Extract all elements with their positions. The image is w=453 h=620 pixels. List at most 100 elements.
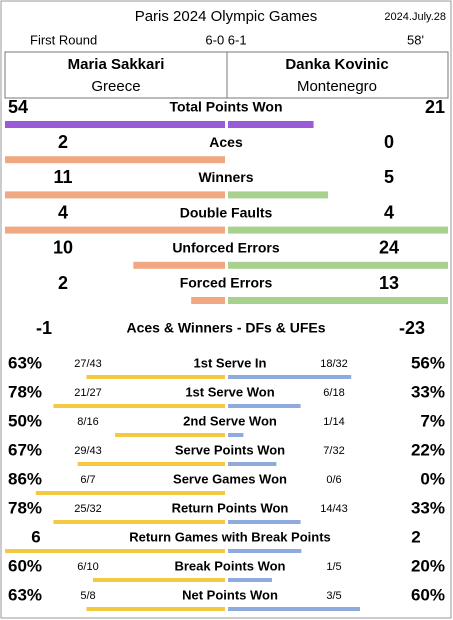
left-value: 11 bbox=[53, 167, 72, 187]
stat-label: Return Points Won bbox=[172, 500, 289, 515]
player-name: Danka Kovinic bbox=[285, 56, 388, 73]
stat-label: Unforced Errors bbox=[172, 240, 280, 256]
right-value: 13 bbox=[379, 273, 399, 293]
stat-bar bbox=[133, 261, 225, 269]
round: First Round bbox=[30, 32, 97, 47]
left-value: 63% bbox=[8, 353, 42, 372]
stat-label: 1st Serve In bbox=[194, 355, 267, 370]
right-value: 21 bbox=[425, 97, 445, 117]
stat-bar bbox=[191, 297, 225, 304]
left-detail: 8/16 bbox=[77, 416, 98, 428]
right-value: 33% bbox=[411, 382, 445, 401]
stat-bar bbox=[228, 404, 301, 408]
date: 2024.July.28 bbox=[384, 11, 446, 23]
right-value: 4 bbox=[384, 202, 394, 222]
right-detail: 0/6 bbox=[326, 474, 341, 486]
stat-label: 2nd Serve Won bbox=[183, 413, 277, 428]
left-detail: 5/8 bbox=[80, 590, 95, 602]
stat-label: Forced Errors bbox=[180, 275, 273, 291]
stat-bar bbox=[5, 549, 225, 553]
stat-label: Winners bbox=[198, 169, 253, 185]
stat-bar bbox=[228, 191, 328, 199]
stat-bar bbox=[228, 607, 360, 611]
right-value: 56% bbox=[411, 353, 445, 372]
stat-bar bbox=[93, 578, 225, 582]
stat-bar bbox=[5, 226, 225, 234]
stat-bar bbox=[86, 607, 226, 611]
left-value: 2 bbox=[58, 273, 68, 293]
left-detail: 25/32 bbox=[74, 503, 102, 515]
right-value: 7% bbox=[420, 411, 445, 430]
left-value: 6 bbox=[31, 527, 40, 546]
player-country: Greece bbox=[91, 78, 140, 95]
stat-bar bbox=[77, 462, 225, 466]
right-detail: 7/32 bbox=[323, 445, 344, 457]
left-value: 63% bbox=[8, 585, 42, 604]
stat-bar bbox=[228, 520, 301, 524]
right-value: 0% bbox=[420, 469, 445, 488]
left-value: 50% bbox=[8, 411, 42, 430]
summary-right: -23 bbox=[399, 318, 425, 338]
stat-bar bbox=[53, 404, 226, 408]
stat-bar bbox=[35, 491, 225, 495]
stat-label: Return Games with Break Points bbox=[129, 529, 331, 544]
stat-bar bbox=[5, 121, 225, 128]
left-value: 4 bbox=[58, 202, 68, 222]
right-value: 0 bbox=[384, 132, 394, 152]
right-value: 60% bbox=[411, 585, 445, 604]
left-value: 86% bbox=[8, 469, 42, 488]
stat-bar bbox=[228, 462, 277, 466]
stat-bar bbox=[5, 156, 225, 164]
stat-label: Serve Games Won bbox=[173, 471, 287, 486]
stat-bar bbox=[228, 578, 272, 582]
stat-bar bbox=[115, 433, 225, 437]
right-detail: 18/32 bbox=[320, 358, 348, 370]
player-country: Montenegro bbox=[297, 78, 377, 95]
stat-bar bbox=[228, 549, 302, 553]
summary-label: Aces & Winners - DFs & UFEs bbox=[126, 320, 325, 336]
stat-bar bbox=[228, 433, 244, 437]
stat-bar bbox=[5, 191, 225, 199]
stat-label: Total Points Won bbox=[169, 99, 282, 115]
score: 6-0 6-1 bbox=[205, 32, 246, 47]
right-detail: 14/43 bbox=[320, 503, 348, 515]
right-detail: 3/5 bbox=[326, 590, 341, 602]
left-value: 60% bbox=[8, 556, 42, 575]
left-detail: 21/27 bbox=[74, 387, 102, 399]
stat-bar bbox=[86, 375, 226, 379]
stat-bar bbox=[228, 297, 448, 304]
stat-label: Serve Points Won bbox=[175, 442, 285, 457]
summary-left: -1 bbox=[36, 318, 52, 338]
left-detail: 29/43 bbox=[74, 445, 102, 457]
right-value: 22% bbox=[411, 440, 445, 459]
right-value: 2 bbox=[411, 527, 420, 546]
player-name: Maria Sakkari bbox=[68, 56, 165, 73]
title: Paris 2024 Olympic Games bbox=[135, 8, 318, 25]
left-detail: 27/43 bbox=[74, 358, 102, 370]
left-value: 67% bbox=[8, 440, 42, 459]
left-value: 10 bbox=[53, 238, 73, 258]
left-value: 78% bbox=[8, 498, 42, 517]
stat-label: Double Faults bbox=[180, 204, 273, 220]
stat-bar bbox=[228, 375, 352, 379]
left-value: 2 bbox=[58, 132, 68, 152]
right-value: 33% bbox=[411, 498, 445, 517]
right-value: 5 bbox=[384, 167, 394, 187]
left-detail: 6/10 bbox=[77, 561, 98, 573]
left-value: 54 bbox=[8, 97, 28, 117]
right-value: 20% bbox=[411, 556, 445, 575]
right-detail: 6/18 bbox=[323, 387, 344, 399]
stat-bar bbox=[53, 520, 226, 524]
right-detail: 1/5 bbox=[326, 561, 341, 573]
stat-label: Net Points Won bbox=[182, 587, 278, 602]
left-value: 78% bbox=[8, 382, 42, 401]
right-detail: 1/14 bbox=[323, 416, 344, 428]
stat-bar bbox=[228, 121, 314, 128]
left-detail: 6/7 bbox=[80, 474, 95, 486]
duration: 58' bbox=[407, 32, 424, 47]
stat-label: 1st Serve Won bbox=[185, 384, 274, 399]
stat-label: Break Points Won bbox=[174, 558, 285, 573]
